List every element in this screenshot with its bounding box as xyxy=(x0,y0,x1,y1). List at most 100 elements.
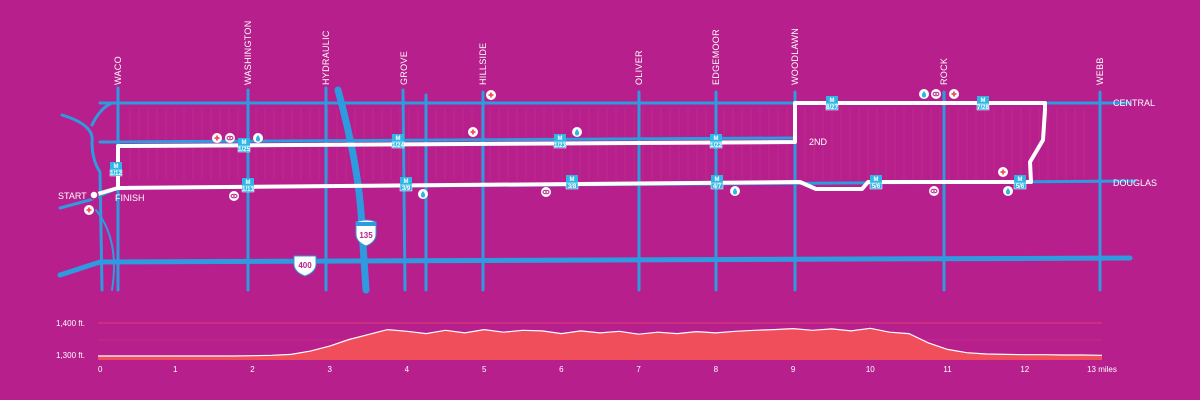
start-label: START xyxy=(58,191,87,201)
x-tick-label: 1 xyxy=(173,365,178,374)
mile-marker: M4/7 xyxy=(710,175,724,190)
mile-marker: M5/6 xyxy=(1013,175,1027,190)
svg-text:M: M xyxy=(1018,177,1023,183)
mile-marker: M1/25 xyxy=(237,138,250,153)
svg-text:4/7: 4/7 xyxy=(713,184,722,190)
mile-markers: M1/12 M1/13 M1/25 M1/24 M1/23 M1/22 M8/2… xyxy=(109,96,1027,193)
start-marker xyxy=(89,190,99,200)
interstate-shield-number: 135 xyxy=(359,231,373,240)
street-label-oliver: OLIVER xyxy=(634,50,644,85)
street-label-douglas: DOUGLAS xyxy=(1113,178,1157,188)
water-drop-icon xyxy=(919,89,929,99)
eye-icon xyxy=(541,187,551,197)
medical-cross-icon xyxy=(949,89,959,99)
svg-text:M: M xyxy=(830,98,835,104)
eye-icon xyxy=(225,133,235,143)
medical-cross-icon xyxy=(486,90,496,100)
eye-icon xyxy=(229,191,239,201)
x-tick-label: 6 xyxy=(559,365,564,374)
elevation-profile: 1,400 ft. 1,300 ft. 0 1 2 3 4 5 6 7 8 9 10 11 12 13 m… xyxy=(56,319,1117,374)
water-drop-icon xyxy=(1003,186,1013,196)
x-tick-label: 13 miles xyxy=(1087,365,1117,374)
race-route xyxy=(93,101,1047,197)
mile-marker: M1/12 xyxy=(109,162,122,177)
street-label-hillside: HILLSIDE xyxy=(478,43,488,85)
eye-icon xyxy=(929,186,939,196)
street-label-washington: WASHINGTON xyxy=(243,20,253,85)
medical-cross-icon xyxy=(212,133,222,143)
x-tick-label: 11 xyxy=(943,365,952,374)
svg-text:1/24: 1/24 xyxy=(392,143,404,149)
x-tick-label: 7 xyxy=(636,365,641,374)
x-tick-label: 10 xyxy=(866,365,875,374)
street-label-waco: WACO xyxy=(113,56,123,85)
interstate-shield: 135 xyxy=(355,219,377,247)
mile-marker: M3/8 xyxy=(565,175,579,190)
street-label-webb: WEBB xyxy=(1095,57,1105,85)
us-highway-shield: 400 xyxy=(293,255,317,277)
svg-text:1/12: 1/12 xyxy=(110,171,122,177)
svg-text:M: M xyxy=(714,136,719,142)
svg-text:1/23: 1/23 xyxy=(554,143,566,149)
aid-stations xyxy=(84,89,1008,215)
svg-text:7/28: 7/28 xyxy=(977,105,989,111)
svg-text:1/13: 1/13 xyxy=(242,187,254,193)
mile-marker: M3/9 xyxy=(399,177,413,192)
road-west-curve xyxy=(60,113,104,292)
road-west-curve-2 xyxy=(90,101,114,127)
elevation-line xyxy=(98,327,1103,357)
svg-text:M: M xyxy=(981,98,986,104)
mile-marker: M1/23 xyxy=(553,134,566,149)
mile-marker: M1/22 xyxy=(709,134,722,149)
svg-text:1/25: 1/25 xyxy=(238,147,250,153)
elevation-area xyxy=(98,328,1102,360)
medical-cross-icon xyxy=(84,205,94,215)
y-tick-1300: 1,300 ft. xyxy=(56,351,85,360)
svg-text:M: M xyxy=(246,180,251,186)
water-drop-icon xyxy=(730,186,740,196)
y-tick-1400: 1,400 ft. xyxy=(56,319,85,328)
svg-text:M: M xyxy=(715,177,720,183)
mile-marker: M1/13 xyxy=(241,178,254,193)
street-label-central: CENTRAL xyxy=(1113,98,1155,108)
svg-text:M: M xyxy=(570,177,575,183)
street-label-2nd: 2ND xyxy=(809,137,828,147)
x-tick-label: 9 xyxy=(791,365,796,374)
water-stations xyxy=(253,89,1013,199)
svg-text:M: M xyxy=(242,140,247,146)
mile-marker: M1/24 xyxy=(391,134,404,149)
x-tick-label: 5 xyxy=(482,365,487,374)
x-axis-ticks: 0 1 2 3 4 5 6 7 8 9 10 11 12 13 miles xyxy=(98,365,1117,374)
medical-cross-icon xyxy=(468,127,478,137)
svg-text:5/6: 5/6 xyxy=(1016,184,1025,190)
svg-text:3/8: 3/8 xyxy=(568,184,577,190)
svg-text:M: M xyxy=(396,136,401,142)
road-river xyxy=(95,209,115,291)
mile-marker: M5/6 xyxy=(869,175,883,190)
eye-icon xyxy=(931,89,941,99)
svg-text:M: M xyxy=(558,136,563,142)
x-tick-label: 8 xyxy=(714,365,719,374)
svg-text:3/9: 3/9 xyxy=(402,186,411,192)
street-label-edgemoor: EDGEMOOR xyxy=(711,29,721,85)
x-tick-label: 0 xyxy=(98,365,103,374)
svg-text:M: M xyxy=(404,179,409,185)
x-tick-label: 12 xyxy=(1020,365,1029,374)
water-drop-icon xyxy=(253,133,263,143)
mile-marker: M8/27 xyxy=(825,96,838,111)
x-tick-label: 2 xyxy=(250,365,255,374)
x-tick-label: 3 xyxy=(327,365,332,374)
svg-text:1/22: 1/22 xyxy=(710,143,722,149)
medical-cross-icon xyxy=(998,167,1008,177)
svg-text:8/27: 8/27 xyxy=(826,105,838,111)
svg-text:M: M xyxy=(114,164,119,170)
svg-text:5/6: 5/6 xyxy=(872,184,881,190)
water-drop-icon xyxy=(572,127,582,137)
street-label-woodlawn: WOODLAWN xyxy=(790,28,800,85)
x-tick-label: 4 xyxy=(405,365,410,374)
spectator-points xyxy=(225,89,941,201)
road-kellogg xyxy=(57,255,1133,278)
street-label-grove: GROVE xyxy=(399,51,409,85)
